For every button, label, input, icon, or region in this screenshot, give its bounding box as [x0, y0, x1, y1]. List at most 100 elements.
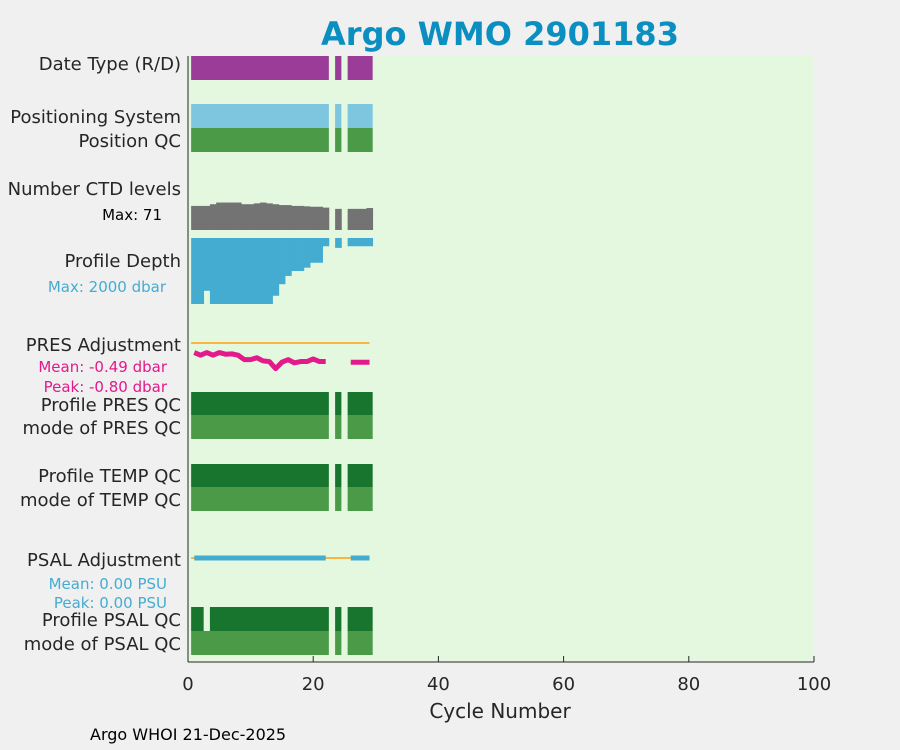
profile-depth-bar — [347, 238, 355, 247]
ctd-levels-bar — [353, 208, 361, 230]
ctd-levels-bar — [266, 203, 273, 230]
status-bar — [191, 104, 329, 128]
status-bar — [347, 464, 373, 487]
status-bar — [335, 487, 342, 511]
ctd-levels-bar — [322, 207, 330, 230]
ctd-levels-bar — [247, 204, 255, 230]
profile-depth-bar — [272, 238, 280, 296]
status-bar — [191, 415, 329, 439]
ctd-levels-bar — [216, 202, 223, 230]
ctd-levels-bar — [335, 208, 342, 230]
ctd-levels-bar — [316, 206, 323, 230]
profile-depth-bar — [241, 238, 248, 304]
status-bar — [191, 631, 329, 655]
depth-max-annotation: Max: 2000 dbar — [48, 278, 167, 296]
profile-depth-bar — [291, 238, 298, 271]
ctd-levels-bar — [347, 208, 355, 230]
status-bar — [335, 464, 342, 487]
row-label: mode of PRES QC — [23, 418, 181, 439]
profile-depth-bar — [335, 238, 342, 248]
row-label: Positioning System — [10, 107, 181, 128]
ctd-levels-bar — [209, 204, 217, 230]
profile-depth-bar — [247, 238, 255, 304]
profile-depth-bar — [322, 238, 330, 247]
status-bar — [335, 631, 342, 655]
status-bar — [335, 607, 342, 631]
profile-depth-bar — [303, 238, 311, 268]
x-tick-label: 60 — [552, 674, 575, 695]
ctd-max-annotation: Max: 71 — [102, 206, 162, 224]
pres-adjustment-line — [193, 350, 326, 372]
status-bar — [191, 464, 329, 487]
status-bar — [191, 392, 329, 415]
row-label: Date Type (R/D) — [39, 54, 181, 75]
profile-depth-bar — [316, 238, 323, 263]
ctd-levels-bar — [310, 206, 317, 230]
row-label: PRES Adjustment — [26, 335, 181, 356]
status-bar — [335, 104, 342, 128]
ctd-levels-bar — [203, 205, 211, 230]
x-tick-label: 0 — [182, 674, 193, 695]
profile-depth-bar — [216, 238, 223, 304]
profile-depth-bar — [228, 238, 236, 304]
status-bar — [335, 415, 342, 439]
profile-depth-bar — [360, 238, 367, 247]
ctd-levels-bar — [228, 202, 236, 230]
row-label: mode of TEMP QC — [20, 490, 181, 511]
chart-title: Argo WMO 2901183 — [321, 15, 679, 53]
status-bar — [347, 392, 373, 415]
x-axis-label: Cycle Number — [429, 699, 571, 723]
ctd-levels-bar — [285, 205, 292, 230]
status-bar — [347, 56, 373, 80]
status-bar — [191, 607, 204, 631]
row-label: Profile PRES QC — [41, 395, 181, 416]
profile-depth-bar — [310, 238, 317, 263]
profile-depth-bar — [259, 238, 267, 304]
row-label: mode of PSAL QC — [24, 634, 181, 655]
footer-credit: Argo WHOI 21-Dec-2025 — [90, 725, 287, 744]
status-rows — [191, 56, 374, 655]
ctd-levels-bar — [303, 206, 311, 230]
profile-depth-bar — [278, 238, 286, 285]
status-bar — [191, 128, 329, 152]
profile-depth-bar — [266, 238, 273, 304]
status-bar — [347, 415, 373, 439]
profile-depth-bar — [203, 238, 211, 291]
x-axis: 0 20 40 60 80 100 — [182, 56, 831, 695]
ctd-levels-bar — [272, 204, 280, 230]
profile-depth-bar — [209, 238, 217, 304]
ctd-levels-bar — [259, 202, 267, 230]
status-bar — [347, 128, 373, 152]
status-bar — [347, 607, 373, 631]
ctd-levels-bar — [297, 205, 305, 230]
row-label: Number CTD levels — [8, 179, 181, 200]
status-bar — [191, 487, 329, 511]
status-bar — [347, 631, 373, 655]
profile-depth-bar — [253, 238, 261, 304]
ctd-levels-bar — [222, 202, 230, 230]
row-label: Profile TEMP QC — [38, 466, 181, 487]
ctd-levels-bar — [191, 205, 198, 230]
ctd-levels-bar — [197, 205, 205, 230]
x-tick-label: 100 — [797, 674, 831, 695]
ctd-levels-bar — [253, 203, 261, 230]
profile-depth-bar — [222, 238, 230, 304]
status-bar — [335, 128, 342, 152]
ctd-levels-bar — [291, 205, 298, 230]
x-tick-label: 20 — [302, 674, 325, 695]
x-tick-label: 40 — [427, 674, 450, 695]
profile-depth-bar — [297, 238, 305, 271]
profile-depth-bar — [366, 238, 374, 247]
status-bar — [209, 607, 329, 631]
profile-depth-bar — [234, 238, 242, 304]
ctd-levels-bar — [360, 208, 367, 230]
row-labels: Date Type (R/D) Positioning System Positio… — [8, 54, 181, 655]
ctd-levels-bar — [366, 208, 374, 230]
psal-adjustment-stat: Mean: 0.00 PSU — [49, 575, 167, 593]
ctd-levels-bar — [241, 204, 248, 230]
profile-depth-bar — [197, 238, 205, 304]
status-bar — [347, 104, 373, 128]
status-bar — [335, 392, 342, 415]
row-label: Profile Depth — [64, 251, 181, 272]
